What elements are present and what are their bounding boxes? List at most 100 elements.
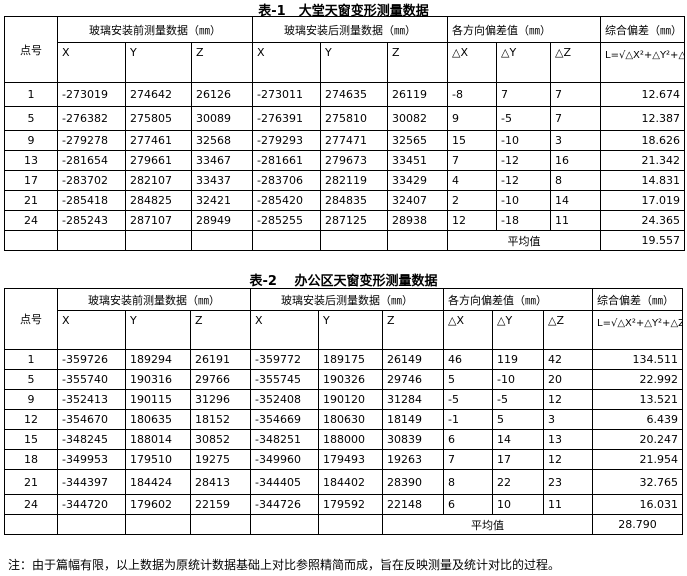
total-cell: 18.626 xyxy=(600,130,685,151)
value-cell: 284835 xyxy=(320,190,388,211)
header-row: 点号 玻璃安装前测量数据（㎜） 玻璃安装后测量数据（㎜） 各方向偏差值（㎜） 综合偏差（… xyxy=(4,16,685,83)
value-cell: -10 xyxy=(492,369,544,390)
value-cell: -281654 xyxy=(57,150,126,171)
total-cell: 16.031 xyxy=(592,494,683,515)
value-cell: 19275 xyxy=(190,449,251,470)
value-cell: -18 xyxy=(496,210,551,231)
value-cell: 13 xyxy=(543,429,593,450)
value-cell: -348245 xyxy=(57,429,126,450)
point-cell: 13 xyxy=(4,150,58,171)
value-cell: 282107 xyxy=(125,170,192,191)
value-cell: 30839 xyxy=(382,429,444,450)
value-cell: -279278 xyxy=(57,130,126,151)
point-cell: 15 xyxy=(4,429,58,450)
table-1: 点号 玻璃安装前测量数据（㎜） 玻璃安装后测量数据（㎜） 各方向偏差值（㎜） 综合偏差（… xyxy=(4,16,685,251)
value-cell: 6 xyxy=(443,494,493,515)
value-cell: 11 xyxy=(543,494,593,515)
value-cell: 5 xyxy=(492,409,544,430)
value-cell: -5 xyxy=(496,106,551,131)
total-cell: 21.342 xyxy=(600,150,685,171)
total-cell: 17.019 xyxy=(600,190,685,211)
value-cell: 26149 xyxy=(382,349,444,370)
value-cell: 12 xyxy=(447,210,497,231)
value-cell: 180635 xyxy=(125,409,191,430)
value-cell: 26191 xyxy=(190,349,251,370)
value-cell: -276391 xyxy=(252,106,321,131)
value-cell: 12 xyxy=(543,449,593,470)
value-cell: 29766 xyxy=(190,369,251,390)
table-2: 点号 玻璃安装前测量数据（㎜） 玻璃安装后测量数据（㎜） 各方向偏差值（㎜） 综合偏差（… xyxy=(4,288,683,535)
total-cell: 6.439 xyxy=(592,409,683,430)
value-cell: 279661 xyxy=(125,150,192,171)
value-cell: 18152 xyxy=(190,409,251,430)
empty-cell xyxy=(125,230,192,251)
value-cell: 275805 xyxy=(125,106,192,131)
value-cell: 12 xyxy=(543,389,593,410)
value-cell: 277461 xyxy=(125,130,192,151)
value-cell: 282119 xyxy=(320,170,388,191)
value-cell: 23 xyxy=(543,469,593,495)
value-cell: -281661 xyxy=(252,150,321,171)
value-cell: 179602 xyxy=(125,494,191,515)
point-cell: 21 xyxy=(4,190,58,211)
value-cell: 7 xyxy=(496,82,551,107)
subheader-cell: Z xyxy=(190,310,251,350)
value-cell: 8 xyxy=(550,170,601,191)
value-cell: -359772 xyxy=(250,349,319,370)
table-row: 17 -283702 282107 33437 -283706 282119 33429 4-… xyxy=(4,170,685,191)
value-cell: 179493 xyxy=(318,449,383,470)
header-point: 点号 xyxy=(4,16,58,83)
value-cell: 28949 xyxy=(191,210,253,231)
value-cell: -285418 xyxy=(57,190,126,211)
subheader-cell: Y xyxy=(125,310,191,350)
value-cell: 3 xyxy=(550,130,601,151)
value-cell: 5 xyxy=(443,369,493,390)
subheader-cell: Z xyxy=(387,42,448,83)
value-cell: 46 xyxy=(443,349,493,370)
value-cell: -344405 xyxy=(250,469,319,495)
value-cell: 28938 xyxy=(387,210,448,231)
value-cell: -273011 xyxy=(252,82,321,107)
empty-cell xyxy=(4,230,58,251)
value-cell: 7 xyxy=(447,150,497,171)
table-2-title: 表-2 办公区天窗变形测量数据 xyxy=(249,274,438,289)
value-cell: 7 xyxy=(443,449,493,470)
value-cell: 32421 xyxy=(191,190,253,211)
empty-cell xyxy=(191,230,253,251)
value-cell: 287107 xyxy=(125,210,192,231)
table-row: 5 -276382 275805 30089 -276391 275810 30082 9 -5… xyxy=(4,106,685,131)
total-cell: 22.992 xyxy=(592,369,683,390)
value-cell: -349953 xyxy=(57,449,126,470)
header-before: 玻璃安装前测量数据（㎜） xyxy=(57,16,253,43)
point-cell: 9 xyxy=(4,389,58,410)
value-cell: 274635 xyxy=(320,82,388,107)
point-cell: 1 xyxy=(4,82,58,107)
value-cell: 188000 xyxy=(318,429,383,450)
value-cell: 28390 xyxy=(382,469,444,495)
average-label: 平均值 xyxy=(447,230,601,251)
value-cell: -355740 xyxy=(57,369,126,390)
value-cell: 18149 xyxy=(382,409,444,430)
value-cell: 274642 xyxy=(125,82,192,107)
table-row: 12 -354670 180635 18152 -354669 180630 18149 -1… xyxy=(4,409,683,430)
subheader-cell: Y xyxy=(318,310,383,350)
value-cell: 22148 xyxy=(382,494,444,515)
point-cell: 21 xyxy=(4,469,58,495)
value-cell: 32565 xyxy=(387,130,448,151)
value-cell: 32568 xyxy=(191,130,253,151)
empty-cell xyxy=(190,514,251,535)
value-cell: -8 xyxy=(447,82,497,107)
value-cell: -285255 xyxy=(252,210,321,231)
value-cell: -10 xyxy=(496,190,551,211)
value-cell: 190326 xyxy=(318,369,383,390)
subheader-cell: △Z xyxy=(550,42,601,83)
value-cell: 7 xyxy=(550,106,601,131)
empty-cell xyxy=(57,230,126,251)
value-cell: 30852 xyxy=(190,429,251,450)
value-cell: -5 xyxy=(443,389,493,410)
value-cell: -10 xyxy=(496,130,551,151)
point-cell: 1 xyxy=(4,349,58,370)
value-cell: 287125 xyxy=(320,210,388,231)
point-cell: 12 xyxy=(4,409,58,430)
